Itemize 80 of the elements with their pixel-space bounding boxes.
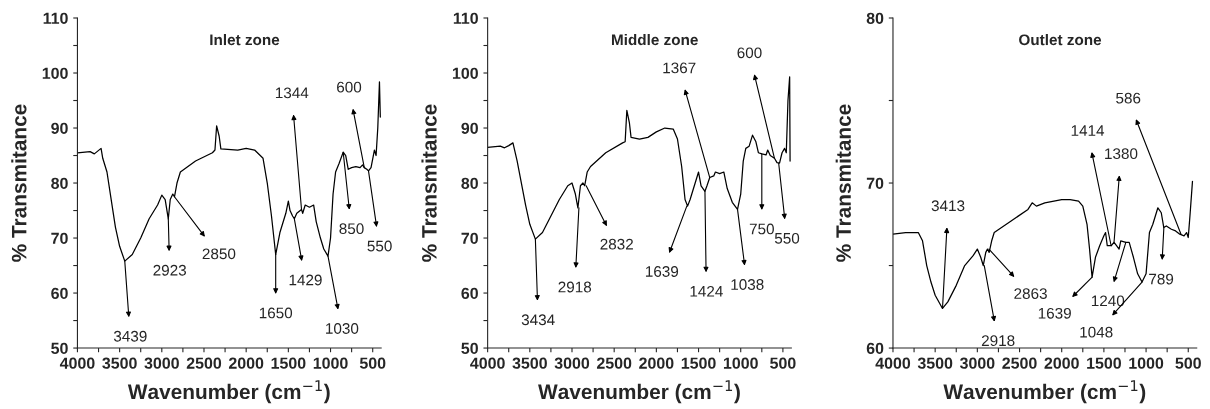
annotation: 2918 xyxy=(981,335,1015,347)
annotation: 3439 xyxy=(113,330,147,342)
annotation: 1048 xyxy=(1080,326,1113,338)
y-axis-title: % Transmitance xyxy=(835,104,851,262)
annotation: 750 xyxy=(749,223,774,235)
annotation: 1424 xyxy=(690,285,723,297)
annotation: 1429 xyxy=(289,274,322,286)
annotation: 1367 xyxy=(663,62,696,74)
x-tick-label: 1500 xyxy=(681,357,716,369)
x-axis-title: Wavenumber (cm$^{−1}$) xyxy=(538,380,740,404)
text: Middle zone xyxy=(611,33,698,46)
annotation: 1639 xyxy=(1038,307,1071,319)
y-tick-label: 80 xyxy=(51,177,68,189)
annotation: 1344 xyxy=(275,87,309,99)
x-tick-label: 2500 xyxy=(186,357,222,369)
text: Outlet zone xyxy=(1019,33,1102,46)
x-axis-title: Wavenumber (cm$^{−1}$) xyxy=(127,380,330,404)
y-axis-title: % Transmitance xyxy=(421,104,437,262)
y-tick-label: 70 xyxy=(461,232,478,244)
annotation: 550 xyxy=(367,240,392,252)
annotation: 1380 xyxy=(1105,148,1138,160)
annotation: 3413 xyxy=(931,200,965,212)
annotation: 2832 xyxy=(600,238,633,250)
y-tick-label: 110 xyxy=(453,12,478,24)
annotation: 1030 xyxy=(326,323,359,334)
y-tick-label: 70 xyxy=(866,177,884,189)
annotation: 2863 xyxy=(1014,288,1047,299)
y-tick-label: 70 xyxy=(51,232,68,244)
y-tick-label: 50 xyxy=(51,342,68,354)
annotation: 600 xyxy=(737,47,762,59)
x-tick-label: 1000 xyxy=(723,357,758,369)
annotation: 3434 xyxy=(521,314,555,326)
y-axis-title: % Transmitance xyxy=(11,104,27,262)
y-tick-label: 80 xyxy=(461,177,478,189)
x-tick-label: 2500 xyxy=(1002,357,1037,369)
x-tick-label: 500 xyxy=(770,357,796,369)
x-tick-label: 1000 xyxy=(313,357,348,369)
y-tick-label: 60 xyxy=(461,287,478,299)
x-tick-label: 1500 xyxy=(1087,357,1121,369)
annotation: 600 xyxy=(337,81,362,93)
y-tick-label: 60 xyxy=(51,287,68,299)
y-tick-label: 110 xyxy=(43,12,68,24)
x-tick-label: 2000 xyxy=(1044,357,1079,369)
x-tick-label: 3500 xyxy=(917,357,953,369)
x-tick-label: 4000 xyxy=(875,357,911,369)
annotation: 1650 xyxy=(259,307,293,319)
x-tick-label: 2000 xyxy=(228,357,264,369)
x-tick-label: 2500 xyxy=(596,357,632,369)
text: Inlet zone xyxy=(210,33,280,46)
annotation: 2923 xyxy=(153,264,187,276)
y-tick-label: 90 xyxy=(461,122,478,134)
y-tick-label: 50 xyxy=(461,342,478,354)
y-tick-label: 100 xyxy=(42,67,68,79)
annotation: 789 xyxy=(1149,273,1174,285)
annotation: 586 xyxy=(1116,92,1141,104)
y-tick-label: 100 xyxy=(452,67,478,79)
annotation: 850 xyxy=(339,223,364,235)
y-tick-label: 60 xyxy=(866,342,884,354)
x-tick-label: 4000 xyxy=(59,357,95,369)
x-tick-label: 2000 xyxy=(639,357,674,369)
annotation: 1240 xyxy=(1091,295,1125,307)
annotation: 550 xyxy=(774,232,800,244)
y-tick-label: 80 xyxy=(866,12,884,24)
x-tick-label: 3000 xyxy=(554,357,590,369)
x-tick-label: 1000 xyxy=(1129,357,1164,369)
annotation: 2918 xyxy=(558,281,592,293)
x-tick-label: 4000 xyxy=(470,357,505,369)
annotation: 1639 xyxy=(645,266,679,277)
x-tick-label: 3000 xyxy=(959,357,995,369)
x-axis-title: Wavenumber (cm$^{−1}$) xyxy=(943,380,1146,404)
x-tick-label: 1500 xyxy=(271,357,306,369)
annotation: 1038 xyxy=(731,279,764,290)
x-tick-label: 500 xyxy=(359,357,386,369)
annotation: 2850 xyxy=(202,248,236,260)
x-tick-label: 500 xyxy=(1175,357,1201,369)
x-tick-label: 3500 xyxy=(102,357,137,369)
annotation: 1414 xyxy=(1071,125,1105,136)
x-tick-label: 3000 xyxy=(144,357,179,369)
y-tick-label: 90 xyxy=(51,122,68,134)
x-tick-label: 3500 xyxy=(512,357,547,369)
